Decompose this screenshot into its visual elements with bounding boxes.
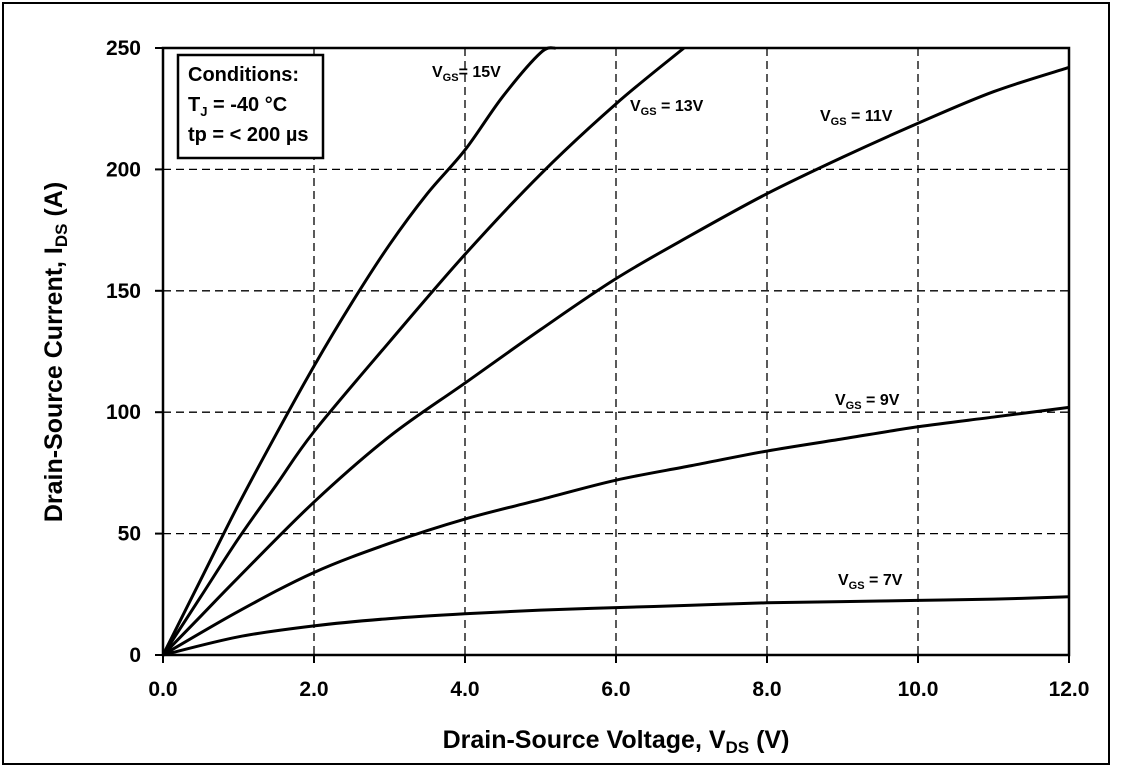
curve-label-9v: VGS = 9V xyxy=(835,392,900,412)
x-tick-label: 2.0 xyxy=(299,678,328,701)
y-axis-title: Drain-Source Current, IDS (A) xyxy=(40,182,71,522)
x-tick-label: 6.0 xyxy=(601,678,630,701)
x-tick-label: 0.0 xyxy=(148,678,177,701)
curve-label-7v: VGS = 7V xyxy=(838,572,903,592)
y-tick-label: 150 xyxy=(106,280,141,303)
series-line-3 xyxy=(162,405,1070,657)
series-line-2 xyxy=(161,65,1070,657)
curves xyxy=(161,46,1070,657)
curve-label-13v: VGS = 13V xyxy=(630,98,704,118)
grid xyxy=(163,48,1069,655)
x-tick-label: 10.0 xyxy=(898,678,939,701)
curve-label-11v: VGS = 11V xyxy=(820,108,893,128)
y-tick-label: 200 xyxy=(106,158,141,181)
y-tick-label: 100 xyxy=(106,401,141,424)
series-line-0 xyxy=(161,46,557,656)
y-tick-label: 250 xyxy=(106,37,141,60)
conditions-temperature: TJ = -40 °C xyxy=(188,94,287,119)
series-line-4 xyxy=(162,595,1070,657)
y-tick-label: 0 xyxy=(129,644,141,667)
y-tick-label: 50 xyxy=(118,523,141,546)
x-tick-label: 4.0 xyxy=(450,678,479,701)
conditions-pulse: tp = < 200 µs xyxy=(188,124,308,146)
conditions-title: Conditions: xyxy=(188,64,299,86)
series-line-1 xyxy=(161,46,685,656)
ticks: 0.0 2.0 4.0 6.0 8.0 10.0 12.0 0 50 100 150 200 250 xyxy=(106,37,1089,701)
x-tick-label: 8.0 xyxy=(752,678,781,701)
x-tick-label: 12.0 xyxy=(1049,678,1090,701)
x-axis-title: Drain-Source Voltage, VDS (V) xyxy=(443,726,790,757)
curve-label-15v: VGS= 15V xyxy=(432,64,501,84)
conditions-box: Conditions: TJ = -40 °C tp = < 200 µs xyxy=(176,53,325,160)
